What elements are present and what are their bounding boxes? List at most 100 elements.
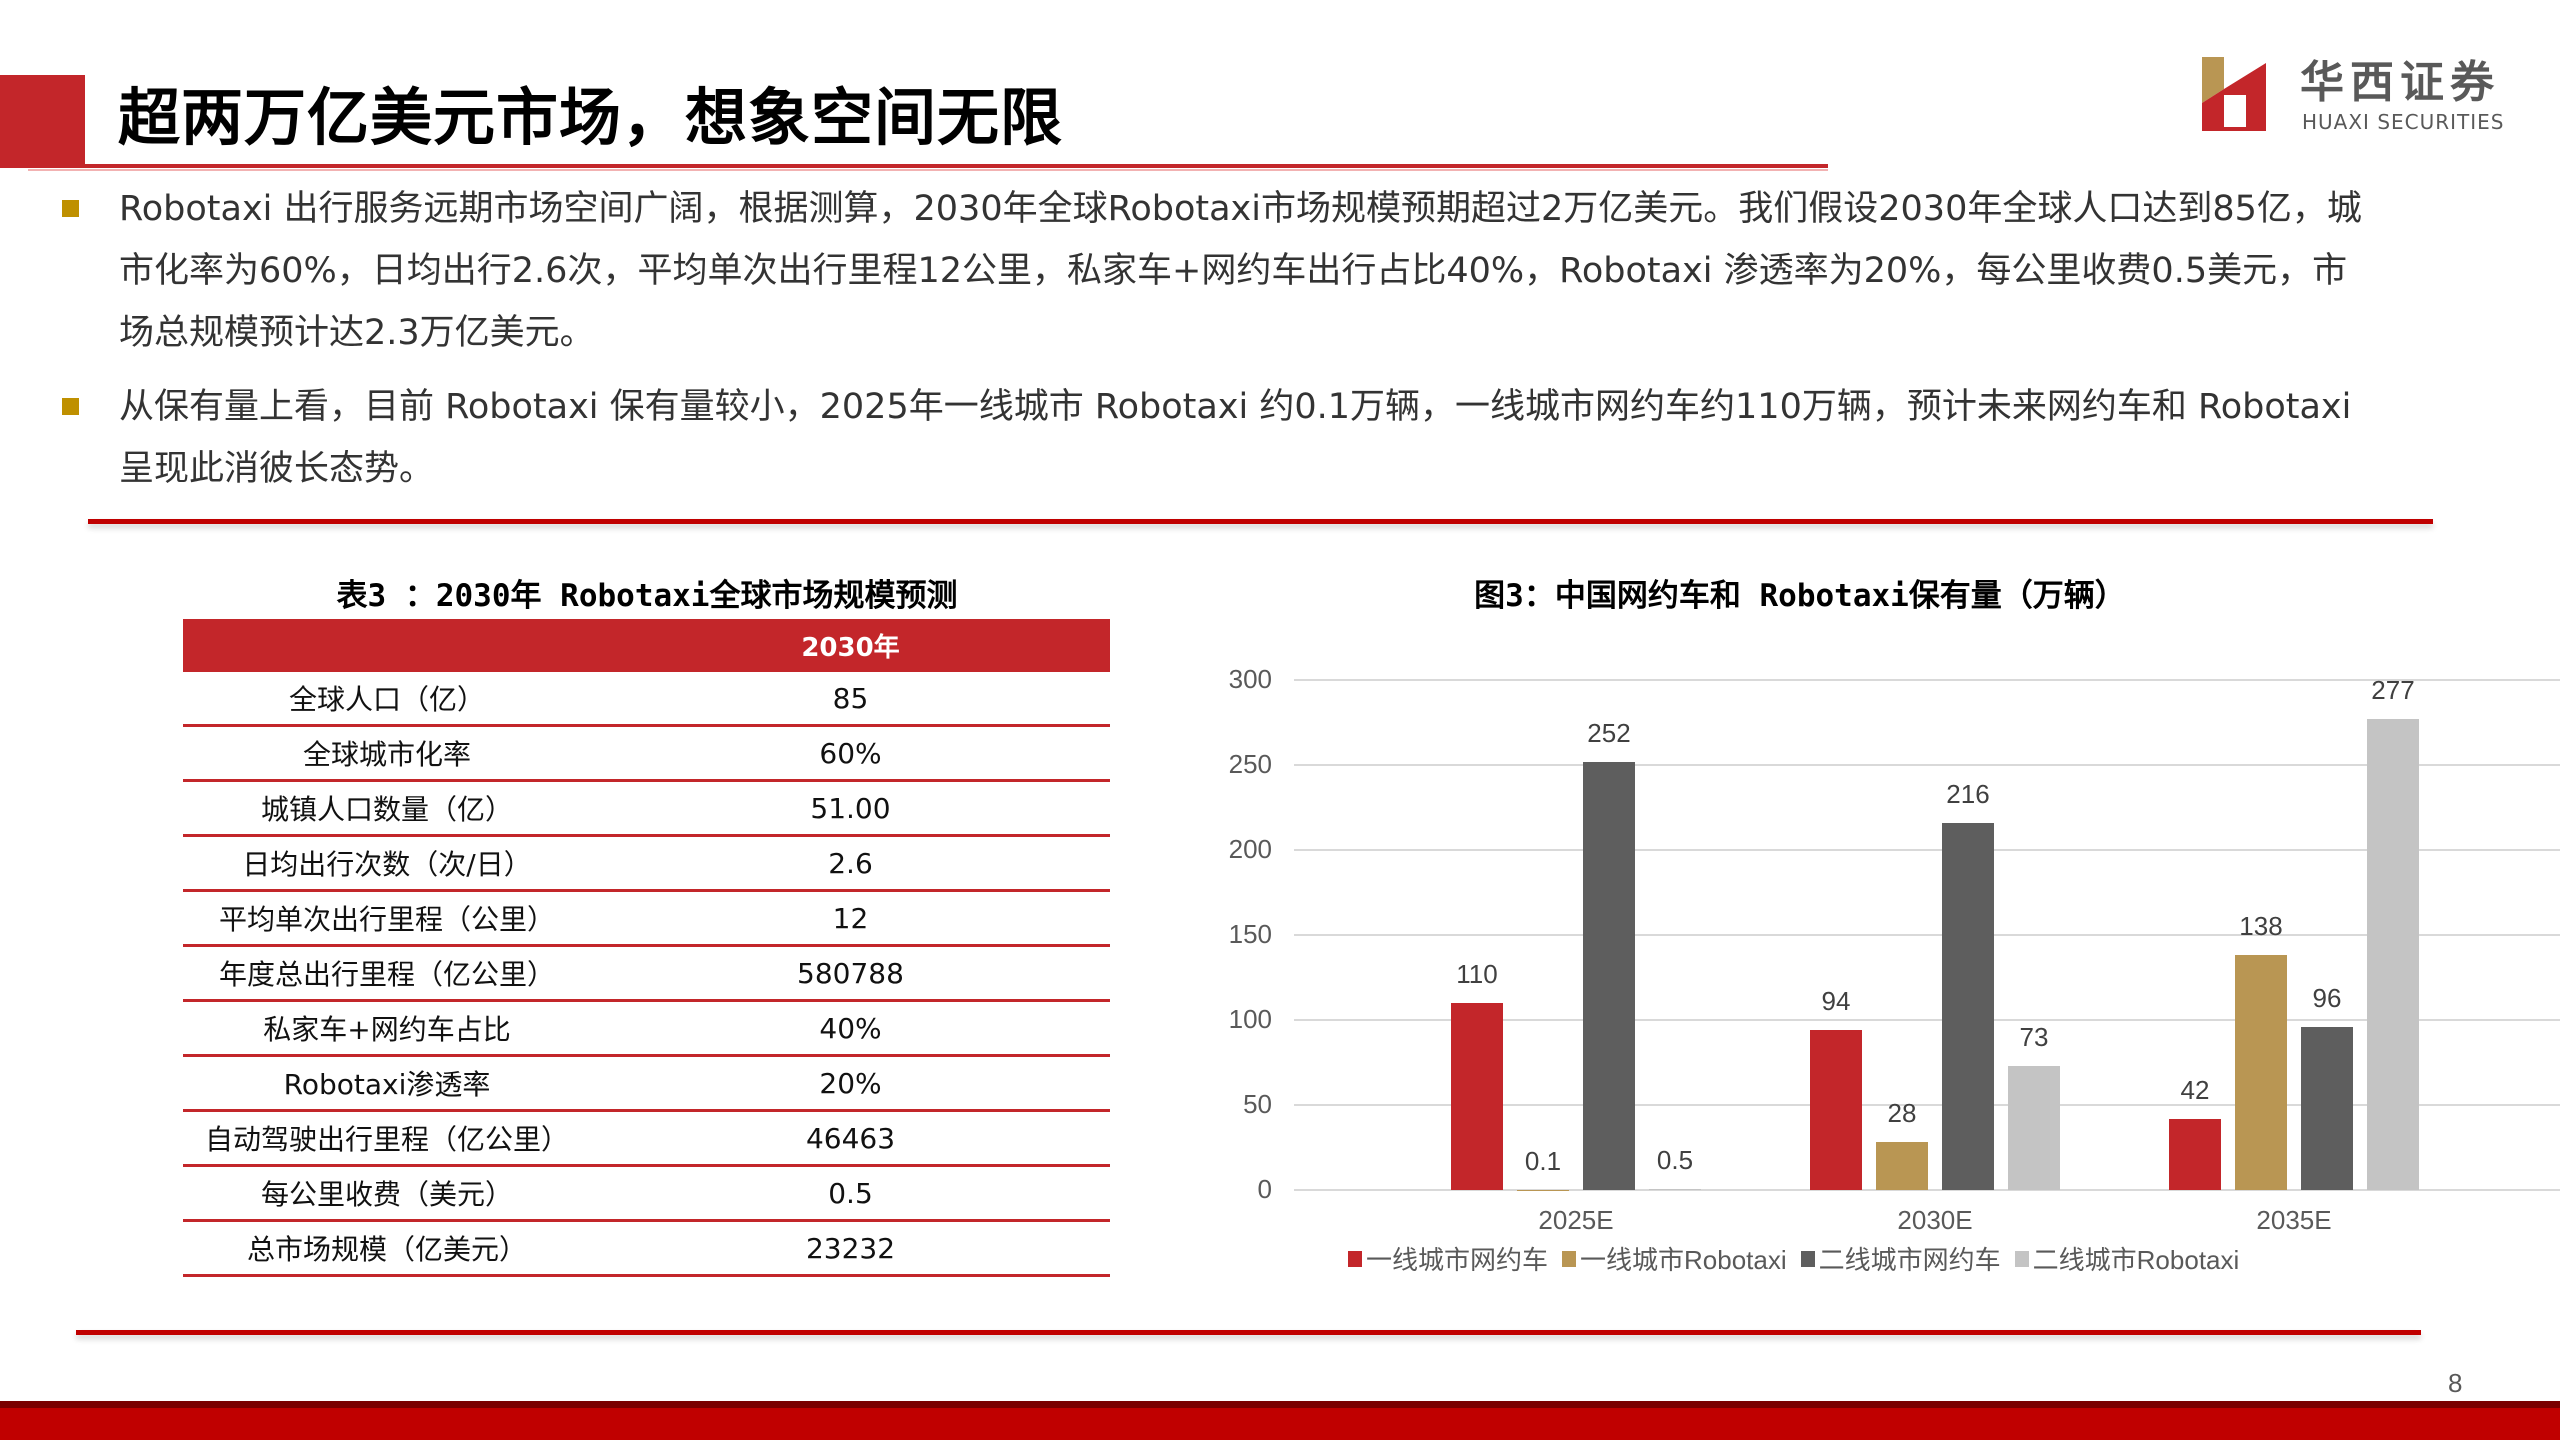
table-cell-value: 0.5 — [591, 1165, 1110, 1222]
bar-value-label: 110 — [1456, 959, 1498, 989]
gridline — [1294, 934, 2560, 936]
table-title: 表3 ：2030年 Robotaxi全球市场规模预测 — [336, 578, 958, 614]
bar — [1583, 761, 1635, 1190]
gridline — [1294, 764, 2560, 766]
bar-value-label: 96 — [2312, 982, 2342, 1013]
bar — [2301, 1026, 2353, 1190]
table-header-year: 2030年 — [591, 619, 1110, 672]
table-cell-value: 46463 — [591, 1110, 1110, 1167]
x-axis-tick-label: 2025E — [1538, 1205, 1614, 1235]
table-cell-value: 20% — [591, 1055, 1110, 1112]
bullet-item: 从保有量上看，目前 Robotaxi 保有量较小，2025年一线城市 Robot… — [62, 376, 2382, 500]
table-cell-value: 580788 — [591, 945, 1110, 1002]
bar — [1876, 1142, 1928, 1190]
section-divider — [88, 519, 2433, 524]
bar-value-label: 0.5 — [1656, 1145, 1694, 1176]
market-size-table: 2030年 全球人口（亿） 85 全球城市化率 60% 城镇人口数量（亿） 51.00 日均… — [183, 619, 1110, 1277]
y-axis-tick-label: 200 — [1228, 834, 1272, 864]
bar — [1942, 822, 1994, 1190]
table-row: 全球城市化率 60% — [183, 725, 1110, 782]
table-cell-value: 85 — [591, 672, 1110, 727]
bar-value-label: 28 — [1887, 1098, 1917, 1129]
table-row: 城镇人口数量（亿） 51.00 — [183, 780, 1110, 837]
legend-swatch-icon — [1562, 1250, 1577, 1267]
legend-label: 一线城市网约车 — [1366, 1245, 1549, 1275]
table-row: 全球人口（亿） 85 — [183, 672, 1110, 727]
gridline — [1294, 1104, 2560, 1106]
company-logo: 华西证券 HUAXI SECURITIES — [2200, 55, 2520, 135]
footer-band-dark — [0, 1401, 2560, 1408]
table-cell-label: 平均单次出行里程（公里） — [183, 890, 591, 947]
gridline — [1294, 1189, 2560, 1191]
legend-label: 二线城市网约车 — [1818, 1245, 2001, 1275]
bullet-list: Robotaxi 出行服务远期市场空间广阔，根据测算，2030年全球Robota… — [62, 178, 2382, 512]
table-cell-value: 51.00 — [591, 780, 1110, 837]
legend-item: 二线城市Robotaxi — [2014, 1240, 2240, 1277]
bar-value-label: 252 — [1587, 717, 1631, 748]
table-cell-label: 城镇人口数量（亿） — [183, 780, 591, 837]
logo-chinese-name: 华西证券 — [2300, 57, 2500, 108]
gridline — [1294, 1019, 2560, 1021]
bullet-item: Robotaxi 出行服务远期市场空间广阔，根据测算，2030年全球Robota… — [62, 178, 2382, 364]
bullet-square-icon — [62, 200, 79, 217]
y-axis-tick-label: 300 — [1228, 664, 1272, 694]
legend-item: 二线城市网约车 — [1800, 1240, 2001, 1277]
legend-label: 一线城市Robotaxi — [1580, 1245, 1787, 1275]
gridline — [1294, 679, 2560, 681]
table-row: 年度总出行里程（亿公里） 580788 — [183, 945, 1110, 1002]
section-divider-bottom — [76, 1330, 2421, 1335]
bar — [1649, 1189, 1701, 1190]
y-axis-tick-label: 250 — [1228, 749, 1272, 779]
footer-band — [0, 1408, 2560, 1440]
table-row: 每公里收费（美元） 0.5 — [183, 1165, 1110, 1222]
bar-value-label: 42 — [2180, 1074, 2210, 1105]
legend-swatch-icon — [2014, 1250, 2029, 1267]
legend-item: 一线城市Robotaxi — [1562, 1240, 1787, 1277]
bar-chart: 0 50 100 150 200 250 300 110 0.1 252 0.5 2025E 94 28 2… — [1200, 650, 2560, 1300]
title-accent-block — [0, 75, 85, 168]
table-cell-value: 60% — [591, 725, 1110, 782]
bullet-text: Robotaxi 出行服务远期市场空间广阔，根据测算，2030年全球Robota… — [119, 189, 2362, 353]
chart-legend: 一线城市网约车 一线城市Robotaxi 二线城市网约车 二线城市Robotaxi — [1348, 1240, 2253, 1277]
y-axis-tick-label: 150 — [1228, 919, 1272, 949]
y-axis-tick-label: 50 — [1243, 1089, 1272, 1119]
bar — [2235, 955, 2287, 1190]
bullet-square-icon — [62, 398, 79, 415]
legend-label: 二线城市Robotaxi — [2032, 1245, 2240, 1275]
bar-value-label: 277 — [2371, 675, 2415, 706]
table-row: 自动驾驶出行里程（亿公里） 46463 — [183, 1110, 1110, 1167]
bar-value-label: 138 — [2239, 911, 2283, 942]
bar-value-label: 0.1 — [1524, 1145, 1562, 1176]
table-header-label — [183, 619, 591, 672]
huaxi-logo-icon — [2202, 57, 2266, 131]
bar-value-label: 216 — [1946, 778, 1990, 809]
table-cell-label: 每公里收费（美元） — [183, 1165, 591, 1222]
x-axis-tick-label: 2035E — [2256, 1205, 2332, 1235]
bar — [2008, 1065, 2060, 1190]
table-row: 总市场规模（亿美元） 23232 — [183, 1220, 1110, 1277]
bar — [1810, 1030, 1862, 1190]
table-header-row: 2030年 — [183, 619, 1110, 672]
table-row: 日均出行次数（次/日） 2.6 — [183, 835, 1110, 892]
page-number: 8 — [2448, 1368, 2463, 1398]
table-row: 私家车+网约车占比 40% — [183, 1000, 1110, 1057]
gridline — [1294, 849, 2560, 851]
title-underline-light — [28, 169, 1828, 171]
bar — [2169, 1118, 2221, 1190]
table-cell-label: Robotaxi渗透率 — [183, 1055, 591, 1112]
bar — [2367, 719, 2419, 1190]
table-cell-label: 自动驾驶出行里程（亿公里） — [183, 1110, 591, 1167]
legend-swatch-icon — [1348, 1250, 1362, 1267]
x-axis-tick-label: 2030E — [1897, 1205, 1973, 1235]
table-cell-value: 40% — [591, 1000, 1110, 1057]
bullet-text: 从保有量上看，目前 Robotaxi 保有量较小，2025年一线城市 Robot… — [119, 387, 2352, 489]
table-cell-label: 年度总出行里程（亿公里） — [183, 945, 591, 1002]
bar — [1451, 1003, 1503, 1190]
table-cell-value: 2.6 — [591, 835, 1110, 892]
table-cell-value: 12 — [591, 890, 1110, 947]
y-axis-tick-label: 100 — [1228, 1004, 1272, 1034]
legend-item: 一线城市网约车 — [1348, 1240, 1548, 1277]
table-cell-label: 全球城市化率 — [183, 725, 591, 782]
chart-title: 图3：中国网约车和 Robotaxi保有量（万辆） — [1474, 578, 2126, 614]
table-cell-label: 总市场规模（亿美元） — [183, 1220, 591, 1277]
